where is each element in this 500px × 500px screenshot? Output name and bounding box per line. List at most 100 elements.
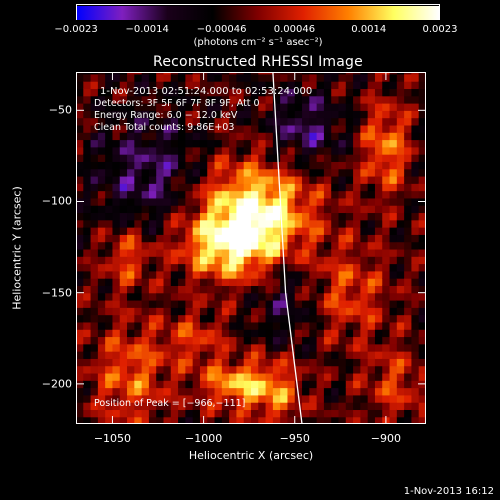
heatmap-cell xyxy=(119,81,128,90)
heatmap-cell xyxy=(287,343,296,352)
heatmap-cell xyxy=(127,409,135,418)
heatmap-cell xyxy=(76,95,84,104)
heatmap-cell xyxy=(331,351,340,359)
heatmap-cell xyxy=(112,321,121,330)
heatmap-cell xyxy=(338,321,347,330)
heatmap-cell xyxy=(353,132,361,141)
heatmap-cell xyxy=(258,409,267,418)
heatmap-cell xyxy=(229,299,238,308)
heatmap-cell xyxy=(294,321,303,330)
heatmap-cell xyxy=(105,212,114,221)
heatmap-cell xyxy=(411,307,420,316)
heatmap-cell xyxy=(294,365,303,374)
heatmap-cell xyxy=(251,146,259,155)
heatmap-cell xyxy=(192,358,201,367)
heatmap-cell xyxy=(207,321,216,330)
heatmap-cell xyxy=(353,168,361,177)
x-tick-label: −950 xyxy=(279,432,310,445)
heatmap-cell xyxy=(163,72,172,75)
heatmap-cell xyxy=(105,219,114,228)
heatmap-cell xyxy=(236,372,245,381)
heatmap-cell xyxy=(83,416,92,424)
heatmap-cell xyxy=(374,110,383,119)
heatmap-cell xyxy=(207,343,216,352)
heatmap-cell xyxy=(309,124,318,133)
heatmap-cell xyxy=(112,402,121,411)
heatmap-cell xyxy=(374,394,383,403)
heatmap-cell xyxy=(156,73,165,82)
heatmap-cell xyxy=(134,409,143,418)
heatmap-cell xyxy=(192,372,201,381)
heatmap-cell xyxy=(105,154,114,162)
heatmap-cell xyxy=(316,292,325,301)
heatmap-cell xyxy=(207,124,216,133)
heatmap-cell xyxy=(76,124,84,133)
heatmap-cell xyxy=(345,256,354,265)
heatmap-cell xyxy=(134,278,143,286)
heatmap-cell xyxy=(418,154,426,162)
heatmap-cell xyxy=(105,234,114,243)
heatmap-cell xyxy=(360,197,369,206)
heatmap-cell xyxy=(382,321,391,330)
heatmap-cell xyxy=(83,124,92,133)
heatmap-cell xyxy=(185,402,194,411)
heatmap-cell xyxy=(199,299,208,308)
heatmap-cell xyxy=(316,241,325,250)
heatmap-cell xyxy=(302,358,310,367)
heatmap-cell xyxy=(411,183,420,192)
heatmap-cell xyxy=(360,212,369,221)
heatmap-cell xyxy=(272,241,281,250)
heatmap-cell xyxy=(338,285,347,294)
heatmap-cell xyxy=(280,132,289,141)
heatmap-cell xyxy=(353,285,361,294)
heatmap-cell xyxy=(258,72,267,75)
heatmap-cell xyxy=(207,190,216,199)
heatmap-cell xyxy=(105,110,114,119)
heatmap-cell xyxy=(170,95,179,104)
heatmap-cell xyxy=(229,336,238,345)
heatmap-cell xyxy=(185,270,194,279)
heatmap-cell xyxy=(280,248,289,257)
heatmap-cell xyxy=(185,299,194,308)
heatmap-cell xyxy=(178,168,186,177)
heatmap-cell xyxy=(199,285,208,294)
heatmap-cell xyxy=(272,248,281,257)
heatmap-cell xyxy=(207,197,216,206)
heatmap-cell xyxy=(97,212,106,221)
heatmap-cell xyxy=(229,197,238,206)
heatmap-cell xyxy=(127,124,135,133)
heatmap-cell xyxy=(404,248,413,257)
heatmap-cell xyxy=(76,161,84,170)
heatmap-cell xyxy=(192,351,201,359)
heatmap-cell xyxy=(265,168,274,177)
heatmap-cell xyxy=(112,168,121,177)
heatmap-cell xyxy=(185,329,194,338)
heatmap-cell xyxy=(272,358,281,367)
heatmap-cell xyxy=(76,183,84,192)
heatmap-cell xyxy=(302,146,310,155)
heatmap-cell xyxy=(251,314,259,323)
heatmap-cell xyxy=(294,314,303,323)
heatmap-cell xyxy=(243,256,252,265)
heatmap-cell xyxy=(367,380,376,389)
heatmap-cell xyxy=(280,197,289,206)
heatmap-cell xyxy=(236,380,245,389)
heatmap-cell xyxy=(76,154,84,162)
heatmap-cell xyxy=(258,387,267,396)
heatmap-cell xyxy=(374,256,383,265)
heatmap-cell xyxy=(90,409,99,418)
heatmap-cell xyxy=(83,212,92,221)
heatmap-cell xyxy=(236,394,245,403)
heatmap-cell xyxy=(360,146,369,155)
heatmap-cell xyxy=(418,110,426,119)
heatmap-cell xyxy=(360,299,369,308)
heatmap-cell xyxy=(148,219,157,228)
heatmap-cell xyxy=(207,95,216,104)
heatmap-cell xyxy=(148,278,157,286)
heatmap-cell xyxy=(382,212,391,221)
heatmap-cell xyxy=(389,212,398,221)
heatmap-cell xyxy=(243,402,252,411)
heatmap-cell xyxy=(294,402,303,411)
heatmap-cell xyxy=(360,321,369,330)
heatmap-cell xyxy=(251,285,259,294)
